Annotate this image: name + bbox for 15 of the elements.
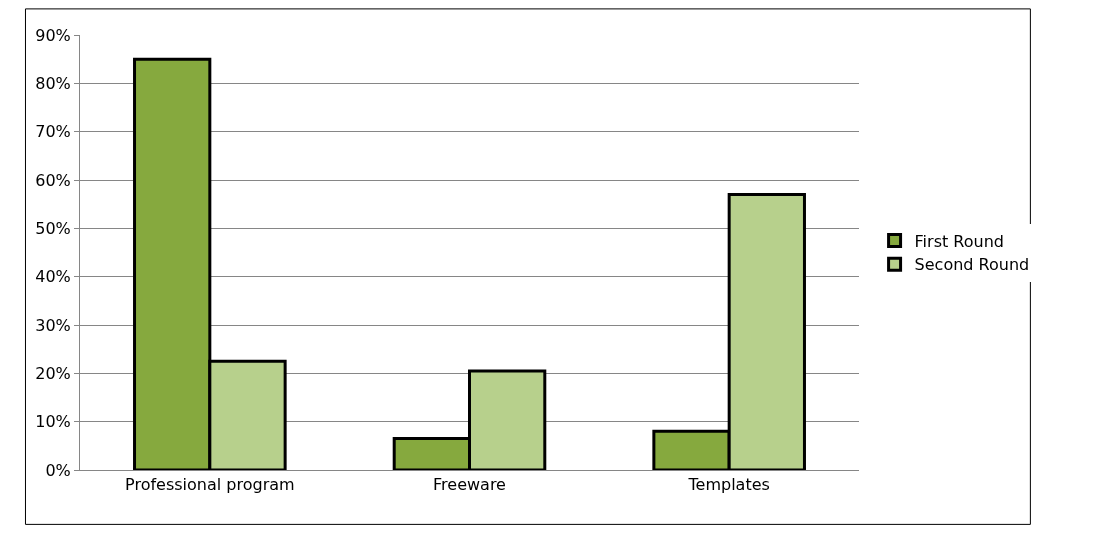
x-tick-label: Professional program [125,475,295,495]
y-tick-label: 60% [35,170,71,190]
y-tick-label: 0% [45,460,71,480]
x-tick-label: Freeware [433,475,506,495]
y-tick-label: 10% [35,412,71,432]
y-tick-label: 20% [35,363,71,383]
y-tick-label: 80% [35,73,71,93]
legend-label: Second Round [914,255,1030,275]
y-tick-label: 70% [35,122,71,142]
y-tick-label: 50% [35,218,71,238]
y-tick-label: 90% [35,25,71,45]
x-tick-label: Templates [687,475,770,495]
y-tick-label: 40% [35,267,71,287]
y-tick-label: 30% [35,315,71,335]
legend-label: First Round [914,231,1004,251]
